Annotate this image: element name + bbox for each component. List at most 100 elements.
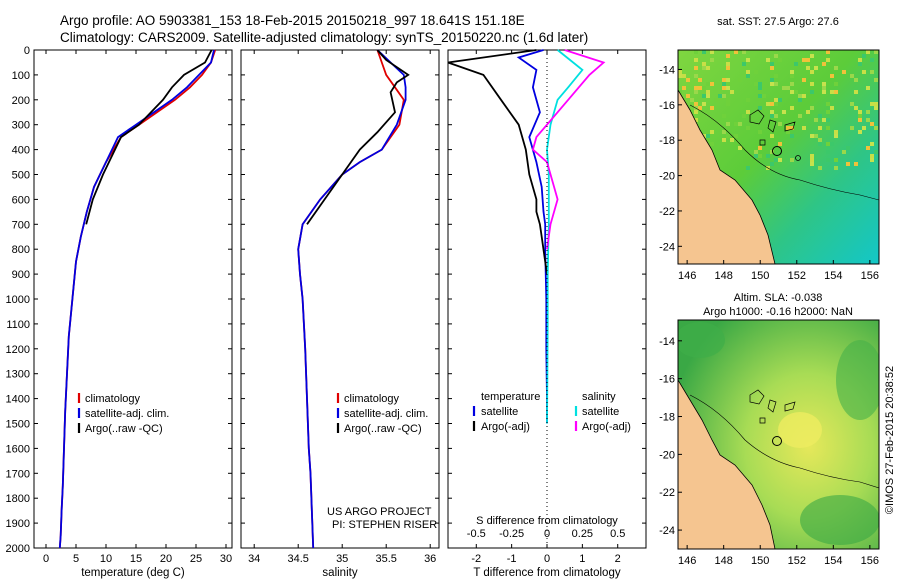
sst-pixel	[702, 66, 706, 70]
map-xtick-label: 156	[861, 555, 879, 567]
sst-pixel	[858, 114, 862, 118]
sst-pixel	[742, 50, 746, 54]
sst-pixel	[826, 158, 830, 162]
sst-pixel	[810, 70, 814, 74]
sst-pixel	[770, 162, 774, 166]
xtick-label: 0	[43, 553, 49, 565]
sst-pixel	[746, 126, 750, 130]
xtick-label: 35.5	[375, 553, 396, 565]
stick-label: -0.25	[499, 528, 524, 540]
sst-pixel	[766, 102, 770, 106]
map-xtick-label: 146	[678, 270, 696, 282]
sst-pixel	[738, 122, 742, 126]
sst-pixel	[834, 134, 838, 138]
sst-reefs	[749, 109, 796, 146]
legend-title-temperature: temperature	[481, 391, 540, 403]
sst-pixel	[770, 66, 774, 70]
ytick-label: 1000	[6, 294, 30, 306]
sst-pixel	[854, 90, 858, 94]
sst-small-marker	[795, 155, 801, 161]
sst-pixel	[746, 70, 750, 74]
sst-pixel	[710, 58, 714, 62]
sst-pixel	[702, 86, 706, 90]
sst-pixel	[818, 138, 822, 142]
ytick-label: 300	[12, 120, 30, 132]
map-ytick-label: -16	[659, 374, 675, 386]
sst-pixel	[870, 158, 874, 162]
sst-ticks: 146 148 150 152 154 156 -14 -16 -18 -20 -22 -24	[659, 64, 879, 282]
map-ytick-label: -20	[659, 449, 675, 461]
sla-blob-1	[678, 322, 725, 358]
ytick-label: 500	[12, 170, 30, 182]
sst-pixel	[846, 162, 850, 166]
map-ytick-label: -24	[659, 525, 675, 537]
sst-pixel	[862, 70, 866, 74]
sst-pixel	[694, 90, 698, 94]
sst-pixel	[806, 110, 810, 114]
sst-pixel	[758, 146, 762, 150]
legend-label: satellite	[481, 406, 518, 418]
sst-pixel	[858, 110, 862, 114]
sst-pixel	[770, 82, 774, 86]
sst-pixel	[826, 58, 830, 62]
series-satellite-adj-clim-	[58, 49, 215, 549]
sst-pixel	[830, 90, 834, 94]
sla-ticks: 146 148 150 152 154 156 -14 -16 -18 -20 -22 -24	[659, 336, 879, 567]
map-ytick-label: -18	[659, 135, 675, 147]
xtick-label: 0	[544, 553, 550, 565]
sst-pixel	[810, 54, 814, 58]
map-ytick-label: -16	[659, 100, 675, 112]
sst-pixel	[826, 150, 830, 154]
series-s-argo-adj-	[531, 49, 606, 250]
salinity-xlabel: salinity	[322, 567, 357, 579]
legend-label: climatology	[344, 393, 400, 405]
sst-pixel	[874, 106, 878, 110]
sst-pixel	[694, 50, 698, 54]
ytick-label: 1100	[6, 319, 30, 331]
map-xtick-label: 150	[751, 555, 769, 567]
sst-pixel	[790, 158, 794, 162]
sst-pixel	[734, 50, 738, 54]
sst-pixel	[758, 106, 762, 110]
sst-pixel	[702, 62, 706, 66]
temperature-panel: 0100200300400500600700800900100011001200…	[6, 45, 233, 579]
sst-pixel	[770, 150, 774, 154]
sst-pixel	[746, 74, 750, 78]
sst-pixel	[854, 78, 858, 82]
sla-blob-4	[778, 412, 822, 448]
map-xtick-label: 150	[751, 270, 769, 282]
sst-pixel	[782, 86, 786, 90]
sst-pixel	[726, 122, 730, 126]
sst-pixel	[770, 62, 774, 66]
sst-pixel	[774, 102, 778, 106]
sst-pixel	[874, 150, 878, 154]
sst-pixel	[754, 154, 758, 158]
sst-pixel	[858, 58, 862, 62]
sst-pixel	[790, 74, 794, 78]
sst-pixel	[686, 78, 690, 82]
sla-map: Altim. SLA: -0.038 Argo h1000: -0.16 h20…	[659, 292, 880, 567]
ytick-label: 1400	[6, 394, 30, 406]
sst-pixel	[738, 50, 742, 54]
sst-pixel	[774, 74, 778, 78]
sst-pixel	[786, 86, 790, 90]
xtick-label: 5	[73, 553, 79, 565]
sst-pixel	[722, 86, 726, 90]
sst-pixel	[778, 158, 782, 162]
sst-pixel	[754, 70, 758, 74]
sla-reefs	[749, 389, 796, 424]
sst-pixel	[790, 70, 794, 74]
ytick-label: 1500	[6, 419, 30, 431]
sst-pixel	[834, 66, 838, 70]
ytick-label: 1200	[6, 344, 30, 356]
series-t-argo-adj-	[447, 49, 548, 275]
xtick-label: 30	[220, 553, 232, 565]
sst-pixel	[798, 94, 802, 98]
sst-pixel	[846, 146, 850, 150]
sst-pixel	[758, 94, 762, 98]
series-climatology	[297, 49, 405, 549]
sst-pixel	[790, 126, 794, 130]
map-xtick-label: 154	[824, 270, 842, 282]
map-xtick-label: 152	[788, 270, 806, 282]
